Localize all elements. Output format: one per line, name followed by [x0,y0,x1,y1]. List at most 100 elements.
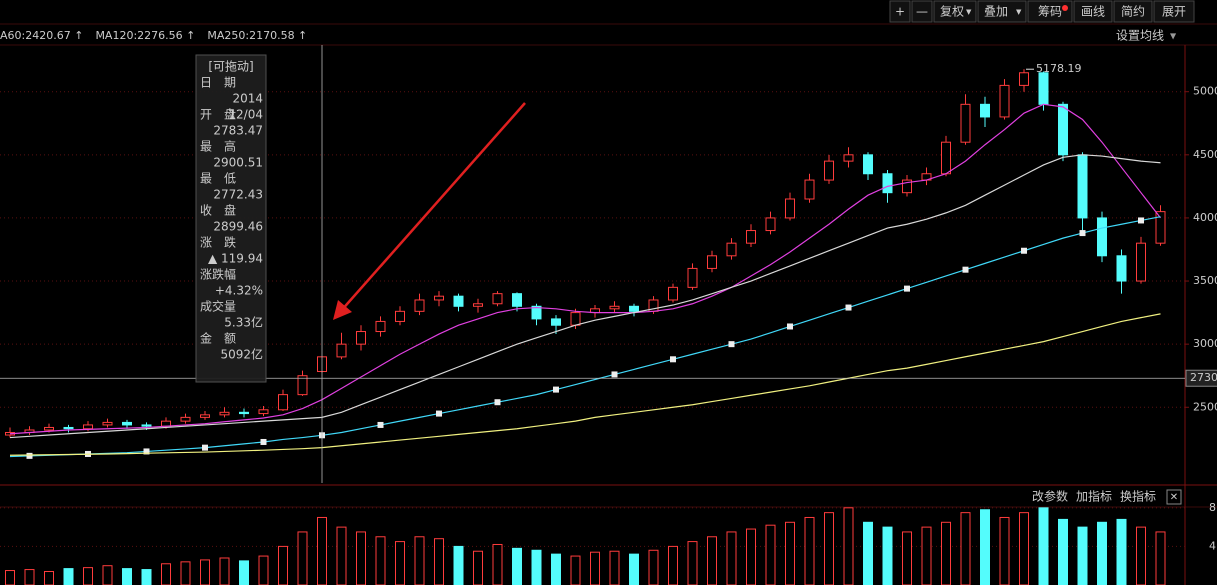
toolbar: + — 复权 ▼ 叠加 ▼ 筹码 画线 简约 展开 [889,0,1195,23]
volume-panel: 改参数 加指标 换指标 ✕ 4 8 [0,489,1216,585]
candle-body [356,331,366,345]
candle-body [414,299,425,312]
tooltip-label: 最 低 [200,172,236,186]
volume-bar [356,531,366,585]
close-box[interactable] [1166,489,1182,505]
toolbar-button[interactable] [977,0,1027,23]
volume-bar [278,545,288,585]
toolbar-button[interactable] [911,0,933,23]
tooltip-label: 金 额 [200,331,236,346]
volume-bar [960,512,971,585]
ma-marker [728,341,735,348]
crosshair-label: 2730 [1190,371,1217,384]
candle-body [785,198,795,219]
ma-marker [202,444,208,451]
volume-bar [219,557,230,585]
candle-body [141,424,152,427]
candle-body [863,154,873,175]
ma-line [9,154,1161,439]
candle-body [707,255,717,269]
tooltip[interactable]: [可拖动] 日 期 2014 12/04开 盘 2783.47最 高 2900.51 最 低… [195,54,267,383]
volume-bar [707,536,717,585]
y-tick-label: 4 [1209,539,1216,552]
volume-bar [453,545,464,585]
ma-marker [904,285,910,292]
candle-body [531,305,542,320]
ma-marker [962,266,969,273]
volume-bar [570,555,581,585]
volume-bar [200,559,210,585]
candle-body [570,312,581,326]
candle-body [551,318,561,326]
volume-bar [1116,518,1127,585]
candle-body [629,305,639,312]
candle-body [609,305,620,310]
ma-marker [1138,217,1144,224]
volume-bar [492,543,503,585]
ma-setting[interactable]: 设置均线 [1116,29,1164,43]
candle-body [960,103,971,143]
close-button[interactable]: ✕ [1170,492,1178,503]
candle-body [258,409,269,415]
toolbar-button[interactable] [889,0,911,23]
candle-body [375,320,386,333]
volume-bar [1038,507,1049,585]
candle-body [882,173,893,194]
volume-bar [765,524,776,585]
candle-body [239,411,249,415]
candle-body [980,103,990,118]
candle-body [122,421,132,426]
volume-bar [297,531,308,585]
candle-body [434,295,444,301]
toolbar-button[interactable] [1073,0,1113,23]
ma-marker [1079,230,1086,237]
arrow-head [333,300,352,320]
candle-body [336,343,347,358]
volume-bar [473,550,483,585]
panel-button[interactable]: 换指标 [1120,489,1156,504]
toolbar-button[interactable] [1113,0,1153,23]
toolbar-label[interactable]: 复权 [940,5,964,19]
toolbar-label[interactable]: + [895,5,905,19]
legend-entry: A60:2420.67 ↑ [0,29,83,42]
volume-bar [83,567,93,585]
volume-bar [180,561,191,585]
toolbar-button[interactable] [1027,0,1073,23]
toolbar-label[interactable]: 展开 [1162,5,1186,19]
volume-bar [1155,531,1166,585]
volume-bar [843,507,854,585]
panel-button[interactable]: 加指标 [1076,489,1112,504]
toolbar-label[interactable]: 叠加 [984,5,1008,19]
toolbar-label[interactable]: 筹码 [1038,5,1062,19]
toolbar-button[interactable] [1153,0,1195,23]
toolbar-label[interactable]: — [916,5,928,19]
legend: A60:2420.67 ↑ MA120:2276.56 ↑ MA250:2170.5… [0,29,307,42]
ma-marker [845,304,852,311]
ma-marker [260,438,267,445]
tooltip-label: 涨跌幅 [200,267,236,282]
volume-bar [531,549,542,585]
ma-marker [143,448,150,455]
volume-bar [102,565,113,585]
candle-body [999,84,1010,118]
y-tick-label: 3000 [1193,337,1217,350]
volume-bar [551,553,561,585]
ma-marker [377,421,384,428]
toolbar-label[interactable]: 简约 [1121,4,1145,19]
candle-body [63,426,74,430]
legend-entry: MA120:2276.56 ↑ [95,29,195,42]
dropdown-icon: ▼ [1016,8,1022,16]
candle-body [765,217,776,232]
ma-line [9,103,1161,435]
panel-button[interactable]: 改参数 [1032,489,1068,504]
volume-bar [609,550,620,585]
candle-body [726,242,737,257]
volume-bar [5,570,15,585]
y-tick-label: 4000 [1193,211,1217,224]
candle-body [473,303,483,307]
toolbar-button[interactable] [933,0,977,23]
toolbar-label[interactable]: 画线 [1081,5,1105,19]
ma-marker [26,452,33,459]
